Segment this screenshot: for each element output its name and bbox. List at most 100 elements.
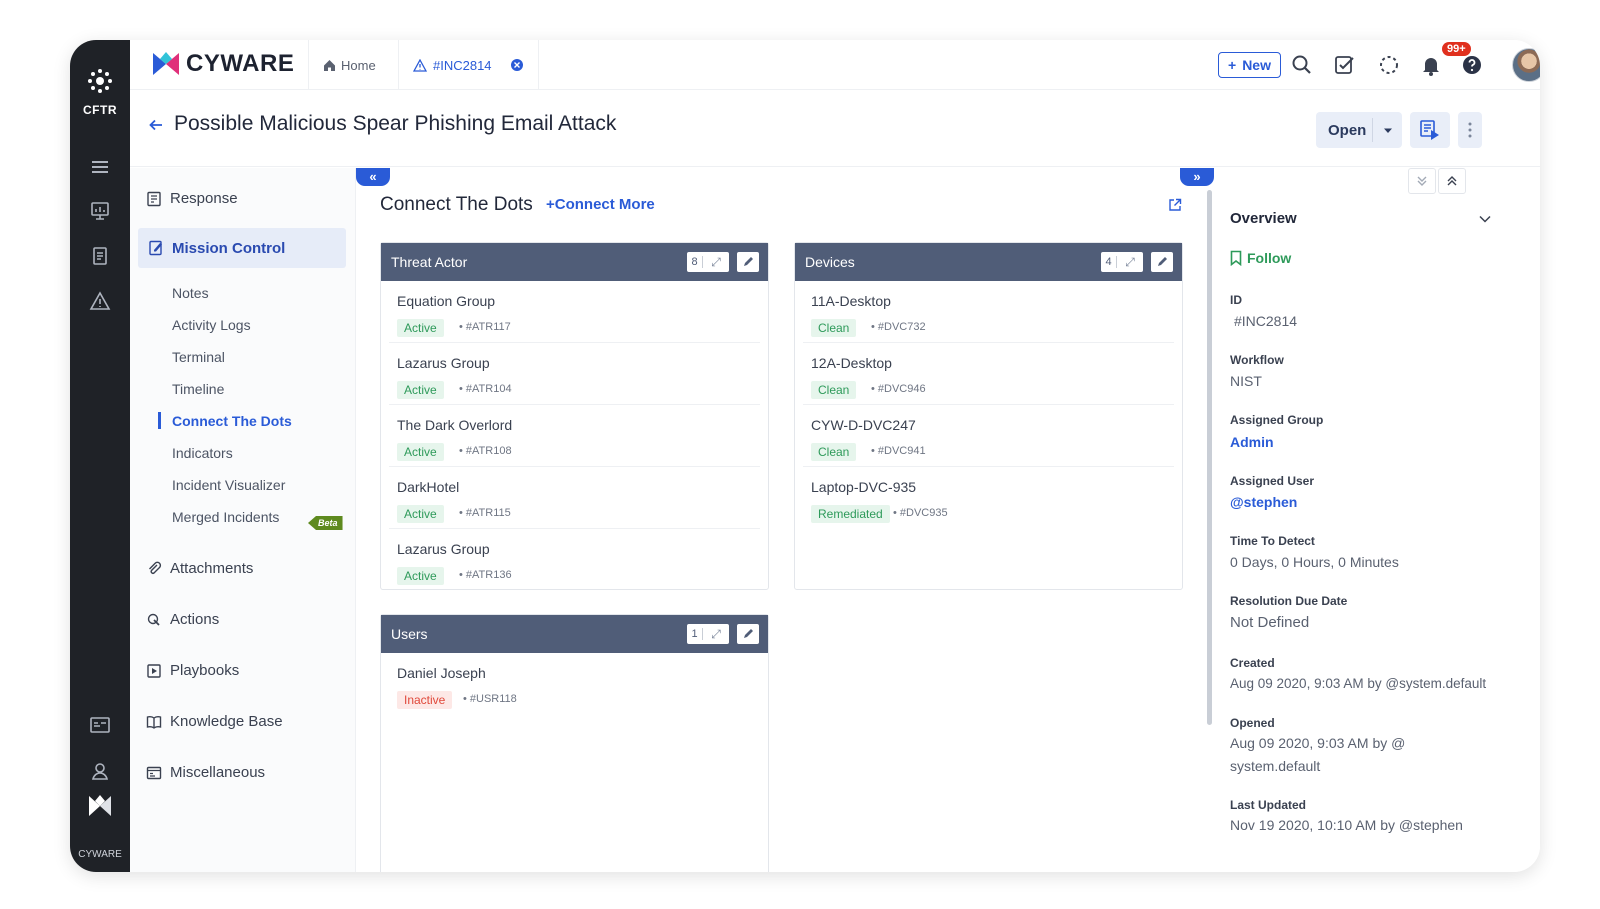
nav-incident-visualizer[interactable]: Incident Visualizer (172, 477, 286, 493)
mission-control-icon (149, 240, 162, 256)
users-count: 1 (687, 628, 703, 640)
field-assigned-group-value[interactable]: Admin (1230, 434, 1274, 450)
field-opened-value: Aug 09 2020, 9:03 AM by @ system.default (1230, 735, 1406, 774)
list-item[interactable]: 12A-Desktop Clean • #DVC946 (803, 343, 1174, 405)
field-time-to-detect-value: 0 Days, 0 Hours, 0 Minutes (1230, 554, 1399, 570)
nav-timeline[interactable]: Timeline (172, 381, 225, 397)
section-title: Connect The Dots (380, 194, 533, 215)
new-button[interactable]: + New (1218, 52, 1281, 78)
item-name: Daniel Joseph (397, 665, 486, 681)
cyware-rail-label: CYWARE (78, 849, 122, 860)
threat-actor-count-box[interactable]: 8 ⤢ (687, 252, 729, 272)
user-profile-icon[interactable] (89, 760, 111, 782)
tab-home[interactable]: Home (308, 40, 390, 90)
nav-knowledge-base-label: Knowledge Base (170, 713, 283, 730)
users-count-box[interactable]: 1 ⤢ (687, 624, 729, 644)
report-icon[interactable] (89, 245, 111, 267)
beta-badge: Beta (308, 516, 343, 530)
incident-title-bar: Possible Malicious Spear Phishing Email … (130, 90, 1540, 167)
status-badge: Clean (811, 381, 857, 399)
nav-actions[interactable]: Actions (146, 611, 219, 628)
users-edit-button[interactable] (737, 624, 759, 644)
list-item[interactable]: Equation Group Active • #ATR117 (389, 281, 760, 343)
nav-terminal[interactable]: Terminal (172, 349, 225, 365)
nav-response[interactable]: Response (146, 190, 238, 207)
vertical-scrollbar[interactable] (1207, 190, 1212, 725)
list-item[interactable]: Lazarus Group Active • #ATR136 (389, 529, 760, 591)
nav-playbooks-label: Playbooks (170, 662, 240, 679)
nav-attachments-label: Attachments (170, 560, 254, 577)
field-resolution-due-value: Not Defined (1230, 614, 1310, 631)
collapse-right-button[interactable]: » (1180, 168, 1214, 186)
user-avatar[interactable] (1512, 48, 1540, 82)
brand-logo[interactable]: CYWARE (152, 50, 294, 78)
nav-miscellaneous[interactable]: Miscellaneous (146, 764, 265, 781)
notifications-icon[interactable] (1419, 53, 1443, 77)
run-playbook-button[interactable] (1410, 112, 1450, 148)
dashboard-icon[interactable] (89, 200, 111, 222)
pencil-icon (744, 629, 753, 638)
list-item[interactable]: The Dark Overlord Active • #ATR108 (389, 405, 760, 467)
item-code: • #ATR108 (459, 445, 512, 457)
item-name: Lazarus Group (397, 355, 490, 371)
field-resolution-due-label: Resolution Due Date (1230, 594, 1348, 608)
status-dropdown[interactable]: Open (1316, 112, 1402, 148)
loading-icon[interactable] (1377, 53, 1401, 77)
list-item[interactable]: Daniel Joseph Inactive • #USR118 (389, 653, 760, 715)
nav-merged-incidents[interactable]: Merged Incidents (172, 509, 280, 525)
nav-activity-logs[interactable]: Activity Logs (172, 317, 251, 333)
item-name: 11A-Desktop (811, 293, 891, 309)
menu-icon[interactable] (89, 156, 111, 178)
nav-indicators[interactable]: Indicators (172, 445, 233, 461)
list-item[interactable]: DarkHotel Active • #ATR115 (389, 467, 760, 529)
devices-count-box[interactable]: 4 ⤢ (1101, 252, 1143, 272)
follow-button[interactable]: Follow (1230, 250, 1291, 266)
item-code: • #ATR136 (459, 569, 512, 581)
field-assigned-user-value[interactable]: @stephen (1230, 494, 1298, 510)
nav-notes[interactable]: Notes (172, 285, 209, 301)
collapse-left-button[interactable]: « (356, 168, 390, 186)
nav-connect-the-dots[interactable]: Connect The Dots (172, 413, 292, 429)
nav-attachments[interactable]: Attachments (146, 560, 253, 577)
field-assigned-group-label: Assigned Group (1230, 413, 1324, 427)
field-id-value: #INC2814 (1234, 313, 1298, 329)
plus-icon: + (1228, 57, 1237, 73)
field-workflow-value: NIST (1230, 373, 1262, 389)
console-icon[interactable] (89, 714, 111, 736)
expand-all-button[interactable] (1438, 168, 1466, 194)
item-code: • #DVC935 (893, 507, 948, 519)
playbook-run-icon (1420, 120, 1439, 140)
status-badge: Active (397, 443, 444, 461)
item-code: • #DVC946 (871, 383, 926, 395)
nav-knowledge-base[interactable]: Knowledge Base (146, 713, 283, 730)
devices-card: Devices 4 ⤢ 11A-Desktop Clean • #DVC732 … (794, 242, 1183, 590)
actions-icon (147, 613, 160, 626)
playbook-icon (147, 663, 161, 678)
search-icon[interactable] (1290, 53, 1314, 77)
alert-icon[interactable] (89, 290, 111, 312)
help-icon[interactable] (1460, 53, 1484, 77)
back-arrow-icon[interactable] (148, 117, 164, 133)
cftr-logo[interactable]: CFTR (70, 68, 130, 117)
tab-incident[interactable]: #INC2814 (398, 40, 539, 90)
external-link-icon[interactable] (1168, 198, 1182, 212)
nav-mission-control-label: Mission Control (172, 239, 286, 257)
brand-name: CYWARE (186, 50, 295, 77)
close-tab-icon[interactable] (510, 58, 524, 72)
list-item[interactable]: CYW-D-DVC247 Clean • #DVC941 (803, 405, 1174, 467)
threat-actor-count: 8 (687, 256, 703, 268)
list-item[interactable]: Laptop-DVC-935 Remediated • #DVC935 (803, 467, 1174, 529)
more-options-button[interactable] (1458, 112, 1482, 148)
tasks-icon[interactable] (1333, 53, 1357, 77)
item-name: CYW-D-DVC247 (811, 417, 916, 433)
list-item[interactable]: 11A-Desktop Clean • #DVC732 (803, 281, 1174, 343)
list-item[interactable]: Lazarus Group Active • #ATR104 (389, 343, 760, 405)
nav-mission-control[interactable]: Mission Control (138, 228, 346, 268)
connect-more-link[interactable]: +Connect More (546, 196, 655, 213)
chevron-down-icon[interactable] (1478, 212, 1492, 226)
threat-actor-edit-button[interactable] (737, 252, 759, 272)
devices-edit-button[interactable] (1151, 252, 1173, 272)
threat-actor-card-header: Threat Actor 8 ⤢ (381, 243, 768, 281)
nav-playbooks[interactable]: Playbooks (146, 662, 239, 679)
collapse-all-button[interactable] (1408, 168, 1436, 194)
